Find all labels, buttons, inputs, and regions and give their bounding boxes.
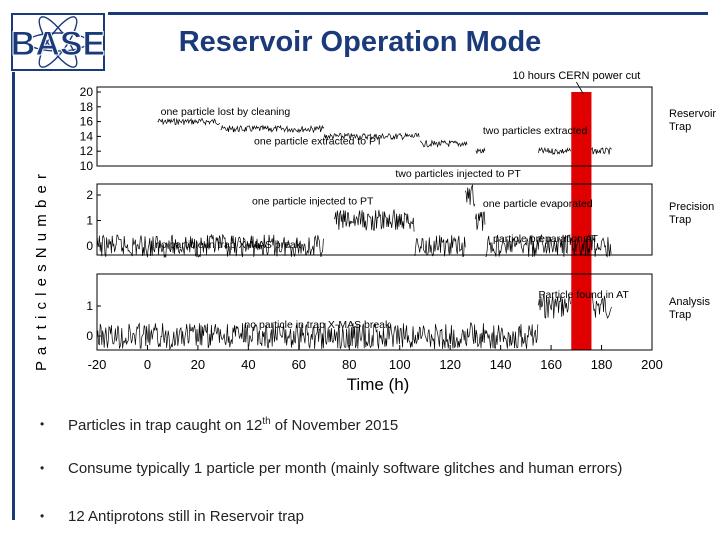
data-trace: [475, 147, 486, 154]
panel-name-line-1: Precision: [669, 201, 714, 213]
power-cut-label: 10 hours CERN power cut: [512, 70, 640, 82]
y-tick-label: 2: [86, 188, 93, 202]
x-tick-label: 120: [439, 357, 461, 372]
data-trace: [333, 209, 415, 232]
x-tick-label: 180: [591, 357, 613, 372]
panel-frame-1: [96, 86, 653, 167]
data-trace: [485, 233, 612, 258]
data-trace: [419, 139, 468, 149]
annotation-label: particle preparation AT: [493, 233, 598, 245]
y-tick-label: 16: [80, 115, 94, 129]
annotation-label: one particle lost by cleaning: [161, 106, 291, 118]
panel-name-line-2: Trap: [669, 214, 691, 226]
data-trace: [414, 235, 466, 258]
x-tick-label: 200: [641, 357, 663, 372]
bullet-text-3: 12 Antiprotons still in Reservoir trap: [68, 508, 304, 525]
annotation-label: one particle evaporated: [483, 198, 593, 210]
y-tick-label: 1: [86, 214, 93, 228]
y-tick-label: 14: [80, 129, 94, 143]
bullet-text-2: Consume typically 1 particle per month (…: [68, 460, 623, 477]
annotation-label: Particle found in AT: [538, 289, 629, 301]
x-tick-label: 40: [241, 357, 255, 372]
data-trace: [220, 124, 325, 134]
x-axis-label: Time (h): [347, 375, 410, 394]
annotation-label: one particle extracted to PT: [254, 135, 383, 147]
x-tick-label: 160: [540, 357, 562, 372]
annotation-label: two particles injected to PT: [395, 168, 521, 180]
y-tick-label: 10: [80, 159, 94, 173]
bullet-dot: •: [40, 509, 45, 523]
base-logo-icon: BASE: [10, 13, 106, 71]
power-cut-arrow: [576, 81, 584, 95]
data-trace: [323, 132, 420, 141]
top-accent-bar: [108, 12, 708, 15]
power-cut-band: [571, 92, 592, 350]
data-trace: [157, 117, 221, 126]
y-axis-label: P a r t i c l e s N u m b e r: [33, 173, 50, 371]
logo-text: BASE: [11, 25, 105, 63]
data-trace: [96, 233, 324, 259]
panel-name-line-2: Trap: [669, 309, 691, 321]
y-tick-label: 0: [86, 239, 93, 253]
y-tick-label: 0: [86, 329, 93, 343]
x-tick-label: -20: [88, 357, 107, 372]
bullet-dot: •: [40, 461, 45, 475]
panel-name-line-2: Trap: [669, 121, 691, 133]
annotation-label: no particle in trap X-MAS break: [244, 319, 391, 331]
data-trace: [464, 184, 476, 208]
y-tick-label: 18: [80, 100, 94, 114]
data-trace: [538, 146, 571, 156]
x-tick-label: 60: [292, 357, 306, 372]
panel-frame-3: [96, 273, 653, 351]
slide-title: Reservoir Operation Mode: [178, 26, 542, 58]
y-tick-label: 1: [86, 299, 93, 313]
data-trace: [475, 211, 486, 231]
x-tick-label: 80: [342, 357, 356, 372]
data-trace: [591, 146, 612, 155]
annotation-label: no particle in trap X-MAS break: [155, 239, 302, 251]
annotation-label: two particles extracted: [483, 125, 588, 137]
panel-name-line-1: Analysis: [669, 296, 710, 308]
x-tick-label: 140: [490, 357, 512, 372]
data-trace: [538, 293, 571, 319]
y-tick-label: 12: [80, 144, 94, 158]
x-tick-label: 100: [389, 357, 411, 372]
bullet-dot: •: [40, 417, 45, 431]
x-tick-label: 20: [191, 357, 205, 372]
data-trace: [591, 292, 612, 319]
data-trace: [96, 322, 539, 351]
y-tick-label: 20: [80, 85, 94, 99]
x-tick-label: 0: [144, 357, 151, 372]
panel-name-line-1: Reservoir: [669, 108, 716, 120]
annotation-label: one particle injected to PT: [252, 196, 374, 208]
left-accent-bar: [12, 72, 15, 520]
panel-frame-2: [96, 183, 653, 256]
bullet-text-1: Particles in trap caught on 12th of Nove…: [68, 416, 399, 434]
